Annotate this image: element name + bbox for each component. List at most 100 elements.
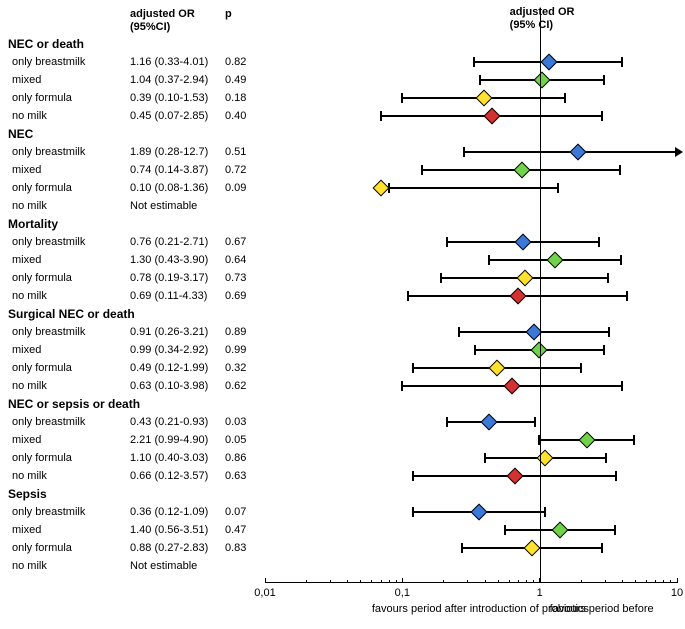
forest-row: mixed 1.30 (0.43-3.90) 0.64 xyxy=(8,251,677,269)
row-label: no milk xyxy=(8,110,130,122)
forest-row: mixed 0.74 (0.14-3.87) 0.72 xyxy=(8,161,677,179)
row-or: 1.40 (0.56-3.51) xyxy=(130,524,225,536)
row-plot xyxy=(265,89,677,107)
row-plot xyxy=(265,413,677,431)
row-label: only breastmilk xyxy=(8,506,130,518)
row-plot xyxy=(265,323,677,341)
row-p: 0.89 xyxy=(225,326,265,338)
row-or: 0.74 (0.14-3.87) xyxy=(130,164,225,176)
row-or: 0.69 (0.11-4.33) xyxy=(130,290,225,302)
row-label: no milk xyxy=(8,200,130,212)
point-marker xyxy=(534,72,551,89)
row-label: only formula xyxy=(8,182,130,194)
row-label: only breastmilk xyxy=(8,56,130,68)
row-plot xyxy=(265,179,677,197)
row-p: 0.32 xyxy=(225,362,265,374)
row-or: Not estimable xyxy=(130,200,225,212)
row-or: 0.91 (0.26-3.21) xyxy=(130,326,225,338)
row-label: only breastmilk xyxy=(8,326,130,338)
row-label: no milk xyxy=(8,470,130,482)
row-p: 0.99 xyxy=(225,344,265,356)
row-p: 0.82 xyxy=(225,56,265,68)
forest-row: only breastmilk 0.91 (0.26-3.21) 0.89 xyxy=(8,323,677,341)
point-marker xyxy=(481,414,498,431)
forest-row: mixed 0.99 (0.34-2.92) 0.99 xyxy=(8,341,677,359)
point-marker xyxy=(578,432,595,449)
tick-label: 10 xyxy=(671,587,683,599)
row-label: no milk xyxy=(8,560,130,572)
arrow-right-icon xyxy=(675,147,683,157)
row-plot xyxy=(265,53,677,71)
row-plot xyxy=(265,341,677,359)
row-p: 0.47 xyxy=(225,524,265,536)
row-label: mixed xyxy=(8,434,130,446)
row-p: 0.49 xyxy=(225,74,265,86)
row-label: mixed xyxy=(8,344,130,356)
row-plot xyxy=(265,233,677,251)
x-axis: 0,010,1110favours period after introduct… xyxy=(265,575,677,621)
row-plot xyxy=(265,251,677,269)
forest-row: mixed 1.40 (0.56-3.51) 0.47 xyxy=(8,521,677,539)
row-or: 0.36 (0.12-1.09) xyxy=(130,506,225,518)
header-p: p xyxy=(225,8,265,33)
row-label: mixed xyxy=(8,524,130,536)
forest-row: no milk 0.66 (0.12-3.57) 0.63 xyxy=(8,467,677,485)
row-or: 0.10 (0.08-1.36) xyxy=(130,182,225,194)
group-header: NEC xyxy=(8,125,677,143)
row-plot xyxy=(265,197,677,215)
row-or: 0.78 (0.19-3.17) xyxy=(130,272,225,284)
forest-row: only breastmilk 1.16 (0.33-4.01) 0.82 xyxy=(8,53,677,71)
forest-row: mixed 2.21 (0.99-4.90) 0.05 xyxy=(8,431,677,449)
group-header: Mortality xyxy=(8,215,677,233)
header-or: adjusted OR (95%CI) xyxy=(130,8,225,33)
row-plot xyxy=(265,377,677,395)
row-p: 0.09 xyxy=(225,182,265,194)
forest-row: only formula 0.39 (0.10-1.53) 0.18 xyxy=(8,89,677,107)
row-or: 0.39 (0.10-1.53) xyxy=(130,92,225,104)
row-or: 0.63 (0.10-3.98) xyxy=(130,380,225,392)
row-or: 0.76 (0.21-2.71) xyxy=(130,236,225,248)
row-p: 0.72 xyxy=(225,164,265,176)
row-or: 1.89 (0.28-12.7) xyxy=(130,146,225,158)
row-plot xyxy=(265,539,677,557)
forest-row: only formula 0.78 (0.19-3.17) 0.73 xyxy=(8,269,677,287)
row-p: 0.64 xyxy=(225,254,265,266)
point-marker xyxy=(504,378,521,395)
forest-row: no milk 0.69 (0.11-4.33) 0.69 xyxy=(8,287,677,305)
row-plot xyxy=(265,521,677,539)
row-or: 2.21 (0.99-4.90) xyxy=(130,434,225,446)
row-plot xyxy=(265,287,677,305)
point-marker xyxy=(569,144,586,161)
row-p: 0.03 xyxy=(225,416,265,428)
row-plot xyxy=(265,503,677,521)
row-or: 0.99 (0.34-2.92) xyxy=(130,344,225,356)
header-row: adjusted OR (95%CI) p adjusted OR (95% C… xyxy=(8,8,677,33)
group-header: Surgical NEC or death xyxy=(8,305,677,323)
row-p: 0.51 xyxy=(225,146,265,158)
row-or: 0.43 (0.21-0.93) xyxy=(130,416,225,428)
row-label: only breastmilk xyxy=(8,236,130,248)
forest-row: only breastmilk 0.76 (0.21-2.71) 0.67 xyxy=(8,233,677,251)
point-marker xyxy=(540,54,557,71)
row-label: only formula xyxy=(8,542,130,554)
row-p: 0.18 xyxy=(225,92,265,104)
row-plot xyxy=(265,449,677,467)
row-plot xyxy=(265,143,677,161)
row-label: only breastmilk xyxy=(8,416,130,428)
reference-line xyxy=(540,8,541,583)
row-or: 0.49 (0.12-1.99) xyxy=(130,362,225,374)
row-label: only formula xyxy=(8,272,130,284)
row-or: Not estimable xyxy=(130,560,225,572)
forest-row: only formula 0.49 (0.12-1.99) 0.32 xyxy=(8,359,677,377)
row-or: 0.88 (0.27-2.83) xyxy=(130,542,225,554)
row-plot xyxy=(265,269,677,287)
row-p: 0.73 xyxy=(225,272,265,284)
row-or: 0.66 (0.12-3.57) xyxy=(130,470,225,482)
row-label: mixed xyxy=(8,74,130,86)
group-header: NEC or sepsis or death xyxy=(8,395,677,413)
forest-row: only breastmilk 1.89 (0.28-12.7) 0.51 xyxy=(8,143,677,161)
row-p: 0.62 xyxy=(225,380,265,392)
point-marker xyxy=(475,90,492,107)
row-p: 0.05 xyxy=(225,434,265,446)
row-plot xyxy=(265,359,677,377)
